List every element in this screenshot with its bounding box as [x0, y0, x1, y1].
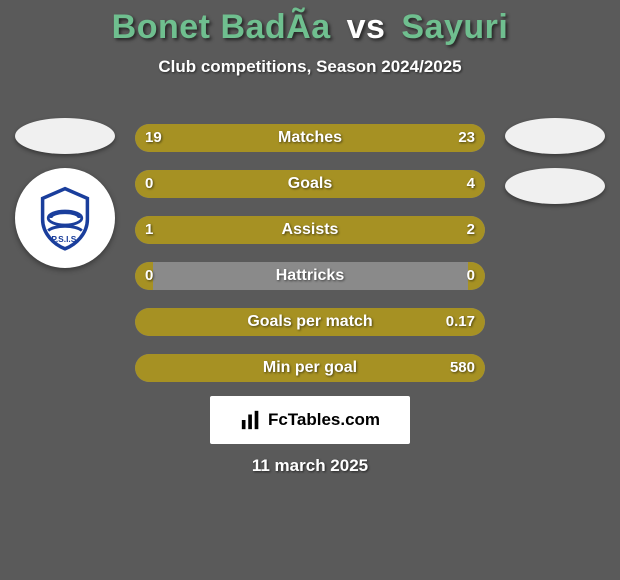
stat-row: Hattricks0 0 — [135, 262, 485, 290]
stat-row: Min per goal580 — [135, 354, 485, 382]
stat-row: Matches19 23 — [135, 124, 485, 152]
stat-value-left: 0 — [145, 262, 153, 290]
stat-value-right: 23 — [458, 124, 475, 152]
stat-row: Goals0 4 — [135, 170, 485, 198]
player2-name: Sayuri — [401, 8, 508, 46]
stat-row: Assists1 2 — [135, 216, 485, 244]
player2-club-badge — [505, 168, 605, 204]
svg-text:P.S.I.S.: P.S.I.S. — [51, 234, 78, 244]
stats-bars: Matches1923Goals04Assists12Hattricks00Go… — [135, 124, 485, 400]
player1-club-badge: P.S.I.S. — [15, 168, 115, 268]
branding-badge: FcTables.com — [210, 396, 410, 444]
club-emblem-icon: P.S.I.S. — [30, 183, 100, 253]
stat-value-left: 1 — [145, 216, 153, 244]
player2-flag — [505, 118, 605, 154]
player1-flag — [15, 118, 115, 154]
player1-name: Bonet BadÃ­a — [112, 8, 331, 46]
subtitle: Club competitions, Season 2024/2025 — [0, 57, 620, 77]
stat-label: Goals — [135, 170, 485, 198]
stat-value-right: 2 — [467, 216, 475, 244]
date-label: 11 march 2025 — [0, 456, 620, 476]
stat-label: Matches — [135, 124, 485, 152]
stat-value-right: 4 — [467, 170, 475, 198]
stat-value-right: 0 — [467, 262, 475, 290]
branding-text: FcTables.com — [268, 410, 380, 430]
left-player-column: P.S.I.S. — [10, 118, 120, 268]
stat-label: Hattricks — [135, 262, 485, 290]
stat-value-left: 0 — [145, 170, 153, 198]
stat-label: Goals per match — [135, 308, 485, 336]
stat-label: Min per goal — [135, 354, 485, 382]
right-player-column — [500, 118, 610, 218]
comparison-infographic: Bonet BadÃ­a vs Sayuri Club competitions… — [0, 0, 620, 580]
stat-row: Goals per match0.17 — [135, 308, 485, 336]
stat-value-left: 19 — [145, 124, 162, 152]
chart-icon — [240, 409, 262, 431]
page-title: Bonet BadÃ­a vs Sayuri — [0, 0, 620, 47]
vs-label: vs — [347, 8, 386, 46]
stat-label: Assists — [135, 216, 485, 244]
stat-value-right: 580 — [450, 354, 475, 382]
stat-value-right: 0.17 — [446, 308, 475, 336]
